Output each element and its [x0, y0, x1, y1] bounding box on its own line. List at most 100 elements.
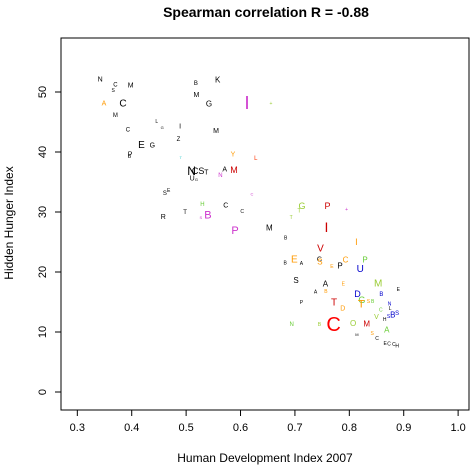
data-point: G — [161, 125, 164, 130]
data-point: M — [363, 320, 370, 329]
data-point: S — [370, 331, 374, 337]
data-point: B — [284, 235, 288, 241]
y-tick-label: 50 — [37, 86, 49, 98]
data-point: L — [155, 119, 158, 125]
data-point: A — [222, 167, 227, 174]
data-point: N — [218, 173, 222, 179]
data-point: A — [384, 326, 390, 335]
data-point: G — [358, 295, 365, 305]
data-point: M — [194, 92, 200, 99]
data-point: A — [323, 280, 329, 289]
x-tick-label: 1.0 — [450, 422, 465, 434]
chart-title: Spearman correlation R = -0.88 — [163, 4, 369, 20]
x-tick-label: 0.6 — [233, 422, 248, 434]
data-point: B — [318, 322, 322, 328]
data-point: P — [362, 256, 367, 265]
data-point: V — [374, 314, 379, 321]
data-point: G — [150, 143, 155, 150]
x-tick-label: 0.4 — [124, 422, 139, 434]
x-axis-label: Human Development Index 2007 — [177, 451, 353, 465]
data-point: S — [387, 314, 391, 320]
x-tick-label: 0.3 — [70, 422, 85, 434]
y-tick-label: 20 — [37, 266, 49, 278]
data-point: H — [383, 317, 387, 323]
data-point: B — [128, 154, 132, 160]
data-point: M — [355, 332, 358, 337]
data-point: G — [195, 177, 198, 182]
y-tick-label: 30 — [37, 206, 49, 218]
data-point: C — [326, 314, 340, 336]
data-point: A — [300, 261, 304, 267]
data-point: B — [324, 289, 328, 295]
data-point: C — [387, 342, 391, 348]
data-point: E — [330, 264, 334, 270]
x-tick-label: 0.5 — [178, 422, 193, 434]
data-point: E — [397, 287, 401, 293]
y-tick-label: 0 — [37, 389, 49, 395]
data-point: B — [371, 299, 375, 305]
data-point: R — [161, 214, 166, 221]
data-point: M — [113, 113, 118, 119]
data-point: CS — [192, 166, 205, 176]
data-point: T — [183, 210, 187, 216]
y-tick-label: 40 — [37, 146, 49, 158]
data-point: B — [204, 210, 211, 222]
data-point: S — [317, 257, 322, 266]
data-point: O — [350, 319, 356, 328]
data-point: K — [215, 76, 221, 85]
data-point: M — [266, 224, 273, 233]
data-point: B — [283, 261, 287, 267]
data-point: C — [392, 342, 396, 348]
data-point: E — [384, 341, 388, 347]
data-point: G — [298, 201, 305, 211]
data-point: C — [375, 336, 379, 342]
data-point: C — [223, 203, 228, 210]
data-point: Y — [231, 152, 236, 159]
y-tick-label: 10 — [37, 326, 49, 338]
data-point: P — [337, 262, 342, 271]
data-point: N — [187, 164, 196, 178]
data-point: M — [374, 279, 382, 290]
data-point: A — [314, 289, 318, 295]
data-point: S — [293, 276, 298, 285]
data-point: H — [200, 202, 204, 208]
data-point: I — [245, 93, 250, 113]
data-point: Z — [177, 137, 181, 143]
data-point: C — [119, 99, 126, 110]
plot-frame — [60, 37, 470, 411]
data-point: S — [395, 311, 399, 317]
data-point: C — [113, 82, 118, 88]
data-point: I — [325, 219, 329, 235]
data-point: M — [128, 83, 134, 90]
data-point: U — [190, 176, 195, 183]
data-point: P — [300, 300, 304, 306]
data-point: D — [354, 289, 361, 299]
data-point: M — [213, 128, 219, 135]
data-point: S — [163, 191, 167, 197]
data-point: E — [291, 255, 298, 266]
data-point: E — [167, 188, 171, 194]
data-point: N — [98, 77, 103, 84]
data-point: S — [112, 88, 116, 94]
x-tick-label: 0.9 — [396, 422, 411, 434]
data-point: C — [343, 256, 349, 265]
data-point: H — [395, 343, 399, 349]
data-point: B — [379, 292, 383, 298]
data-point: + — [345, 207, 348, 213]
x-tick-label: 0.7 — [287, 422, 302, 434]
data-point: I — [179, 123, 181, 130]
y-axis-label: Hidden Hunger Index — [2, 166, 16, 279]
y-axis: 0 10 20 30 40 50 — [37, 86, 62, 395]
data-point: G — [206, 100, 212, 109]
data-point: B — [194, 81, 198, 87]
data-point: T — [358, 298, 365, 310]
data-point: C — [126, 127, 131, 133]
x-tick-label: 0.8 — [342, 422, 357, 434]
data-point: C — [240, 209, 244, 215]
data-point: T — [179, 155, 182, 160]
data-point: E — [342, 282, 346, 288]
data-point: A — [102, 101, 107, 108]
data-point: P — [231, 225, 238, 237]
data-point: D — [340, 306, 345, 313]
